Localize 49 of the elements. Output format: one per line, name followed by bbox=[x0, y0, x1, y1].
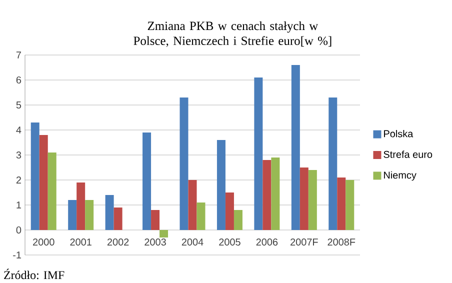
y-tick-label: 6 bbox=[16, 76, 22, 84]
bar bbox=[225, 192, 234, 230]
y-tick-label: 5 bbox=[16, 102, 22, 108]
bar bbox=[142, 132, 152, 230]
y-tick-label: 0 bbox=[16, 226, 22, 234]
bar bbox=[337, 178, 346, 230]
x-tick-label: 2006 bbox=[256, 238, 278, 246]
bar bbox=[234, 210, 242, 230]
bar bbox=[48, 152, 56, 230]
x-tick-label: 2002 bbox=[107, 238, 129, 246]
bar bbox=[114, 208, 122, 230]
bar bbox=[30, 122, 40, 230]
bar bbox=[271, 158, 280, 230]
legend-label: Polska bbox=[384, 130, 414, 138]
bar bbox=[254, 78, 263, 230]
bar bbox=[188, 180, 197, 230]
bar bbox=[151, 210, 160, 230]
x-tick-label: 2001 bbox=[70, 238, 92, 246]
bar bbox=[300, 168, 308, 230]
y-tick-label: 7 bbox=[16, 52, 21, 58]
legend-label: Niemcy bbox=[384, 171, 416, 181]
y-tick-label: 2 bbox=[16, 176, 21, 184]
y-tick-label: -1 bbox=[13, 252, 21, 258]
bar bbox=[39, 135, 48, 230]
bar bbox=[180, 98, 188, 230]
x-tick-label: 2004 bbox=[182, 238, 204, 246]
bar bbox=[346, 180, 354, 230]
bar bbox=[328, 98, 338, 230]
bar bbox=[308, 170, 317, 230]
bar bbox=[68, 200, 77, 230]
x-tick-label: 2005 bbox=[219, 238, 240, 246]
bar bbox=[76, 182, 86, 230]
y-tick-label: 3 bbox=[16, 151, 22, 159]
chart-title: Zmiana PKB w cenach stałych w Polsce, Niemczech i Strefie euro[w %] bbox=[134, 21, 332, 47]
x-tick-label: 2003 bbox=[144, 238, 166, 246]
text: Źródło: IMF bbox=[4, 268, 64, 280]
x-tick-label: 2008F bbox=[328, 238, 356, 246]
y-tick-label: 4 bbox=[16, 126, 22, 134]
bar bbox=[291, 65, 300, 230]
x-tick-label: 2007F bbox=[290, 238, 318, 246]
bar bbox=[160, 230, 168, 238]
y-tick-label: 1 bbox=[16, 202, 21, 208]
bar bbox=[262, 160, 272, 230]
legend-label: Strefa euro bbox=[384, 150, 432, 158]
x-tick-label: 2000 bbox=[33, 238, 54, 246]
bar bbox=[105, 195, 114, 230]
bar bbox=[85, 200, 94, 230]
bar bbox=[196, 202, 206, 230]
bar bbox=[216, 140, 226, 230]
